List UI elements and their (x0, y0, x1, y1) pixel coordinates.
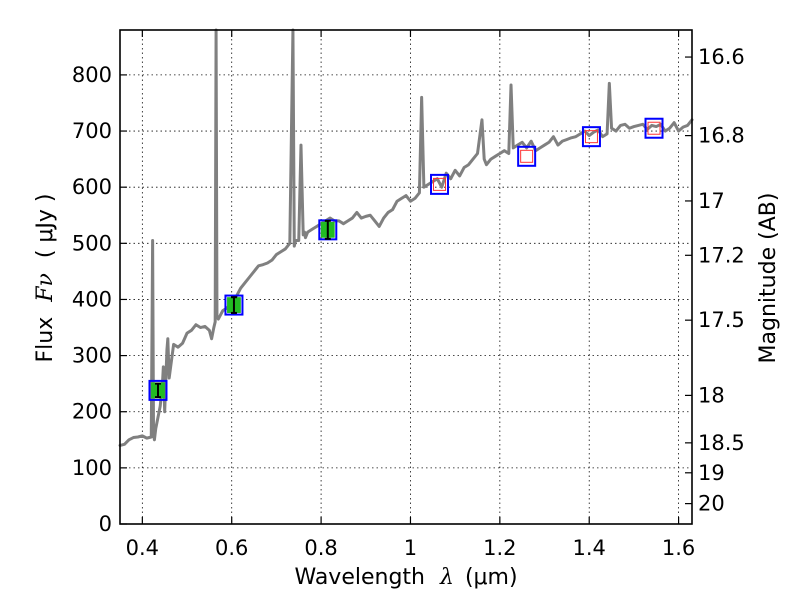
x-tick-label-6: 1.6 (662, 536, 695, 560)
y-tick-label-0: 0 (99, 512, 112, 536)
model-point-3 (647, 121, 661, 135)
y-tick-label-5: 500 (72, 231, 112, 255)
model-point-0 (433, 177, 447, 191)
y-tick-label-8: 800 (72, 63, 112, 87)
x-tick-label-3: 1 (404, 536, 417, 560)
observed-box-0 (148, 379, 168, 401)
spectrum-line (118, 28, 694, 447)
grid-layer (120, 30, 692, 525)
y-tick-label-7: 700 (72, 119, 112, 143)
x-tick-label-2: 0.8 (304, 536, 337, 560)
points-layer (148, 117, 664, 401)
model-box-0 (430, 173, 450, 195)
plot-frame (119, 29, 693, 525)
magnitude-tick-label-6: 18.5 (698, 431, 745, 455)
y-tick-label-6: 600 (72, 175, 112, 199)
x-tick-label-5: 1.4 (573, 536, 606, 560)
model-box-2 (581, 126, 601, 148)
x-tick-label-1: 0.6 (215, 536, 248, 560)
y-tick-label-1: 100 (72, 456, 112, 480)
y-tick-label-2: 200 (72, 400, 112, 424)
magnitude-tick-label-2: 17 (698, 189, 725, 213)
magnitude-tick-label-8: 20 (698, 492, 725, 516)
magnitude-tick-label-5: 18 (698, 383, 725, 407)
x-tick-label-0: 0.4 (126, 536, 159, 560)
x-axis-label: Wavelength λ (μm) (294, 565, 517, 590)
magnitude-tick-label-3: 17.2 (698, 243, 745, 267)
magnitude-tick-label-0: 16.6 (698, 45, 745, 69)
model-point-1 (520, 149, 534, 163)
model-point-2 (584, 130, 598, 144)
model-box-1 (517, 145, 537, 167)
right-axis-label: Magnitude (AB) (756, 193, 781, 364)
spectrum-layer (118, 28, 694, 447)
model-box-3 (644, 117, 664, 139)
axes-layer: 0.4 0.6 0.8 1 1.2 1.4 1.6 0 100 200 300 400 500 600 70… (72, 29, 745, 560)
magnitude-tick-label-1: 16.8 (698, 124, 745, 148)
y-tick-label-3: 300 (72, 344, 112, 368)
x-tick-label-4: 1.2 (483, 536, 516, 560)
magnitude-tick-label-7: 19 (698, 461, 725, 485)
magnitude-tick-label-4: 17.5 (698, 308, 745, 332)
observed-box-1 (224, 294, 244, 316)
y-axis-label: Flux Fν ( μJy ) (33, 193, 58, 362)
y-tick-label-4: 400 (72, 287, 112, 311)
